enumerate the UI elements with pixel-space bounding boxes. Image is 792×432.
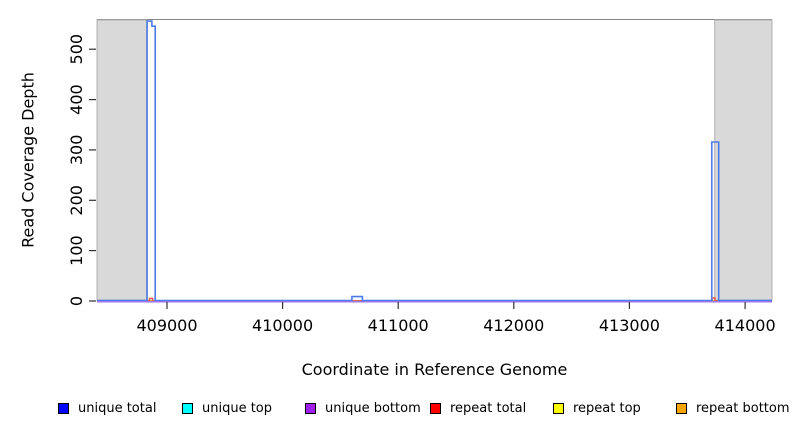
- x-axis-title: Coordinate in Reference Genome: [301, 360, 568, 379]
- plot-border: [97, 19, 772, 301]
- right-gray-region: [714, 19, 773, 301]
- legend-item-unique-total: unique total: [58, 401, 156, 416]
- legend-item-unique-bottom: unique bottom: [305, 401, 421, 416]
- repeat-top-swatch-icon: [553, 403, 564, 414]
- x-tick-label: 414000: [715, 316, 776, 335]
- legend-label: unique total: [78, 401, 157, 416]
- legend-label: unique bottom: [325, 401, 421, 416]
- y-tick-label: 300: [67, 135, 86, 166]
- legend-label: unique top: [202, 401, 273, 416]
- x-tick-label: 411000: [368, 316, 429, 335]
- legend-label: repeat total: [450, 401, 527, 416]
- x-tick-label: 413000: [599, 316, 660, 335]
- x-tick-label: 410000: [252, 316, 313, 335]
- repeat-total-swatch-icon: [430, 403, 441, 414]
- unique-total-swatch-icon: [58, 403, 69, 414]
- y-tick-label: 400: [67, 84, 86, 115]
- y-tick-label: 0: [67, 296, 86, 306]
- series-line-unique-total: [97, 20, 772, 302]
- unique-top-swatch-icon: [182, 403, 193, 414]
- y-axis-title: Read Coverage Depth: [18, 72, 38, 248]
- legend-item-unique-top: unique top: [182, 401, 272, 416]
- x-tick-label: 409000: [136, 316, 197, 335]
- y-tick-label: 500: [67, 34, 86, 65]
- repeat-bottom-swatch-icon: [676, 403, 687, 414]
- legend-item-repeat-total: repeat total: [430, 401, 526, 416]
- y-tick-label: 100: [67, 235, 86, 266]
- unique-bottom-swatch-icon: [305, 403, 316, 414]
- legend-label: repeat top: [573, 401, 641, 416]
- legend-label: repeat bottom: [696, 401, 790, 416]
- left-gray-region: [96, 19, 147, 301]
- legend-item-repeat-bottom: repeat bottom: [676, 401, 790, 416]
- y-tick-label: 200: [67, 185, 86, 216]
- legend-item-repeat-top: repeat top: [553, 401, 641, 416]
- x-tick-label: 412000: [483, 316, 544, 335]
